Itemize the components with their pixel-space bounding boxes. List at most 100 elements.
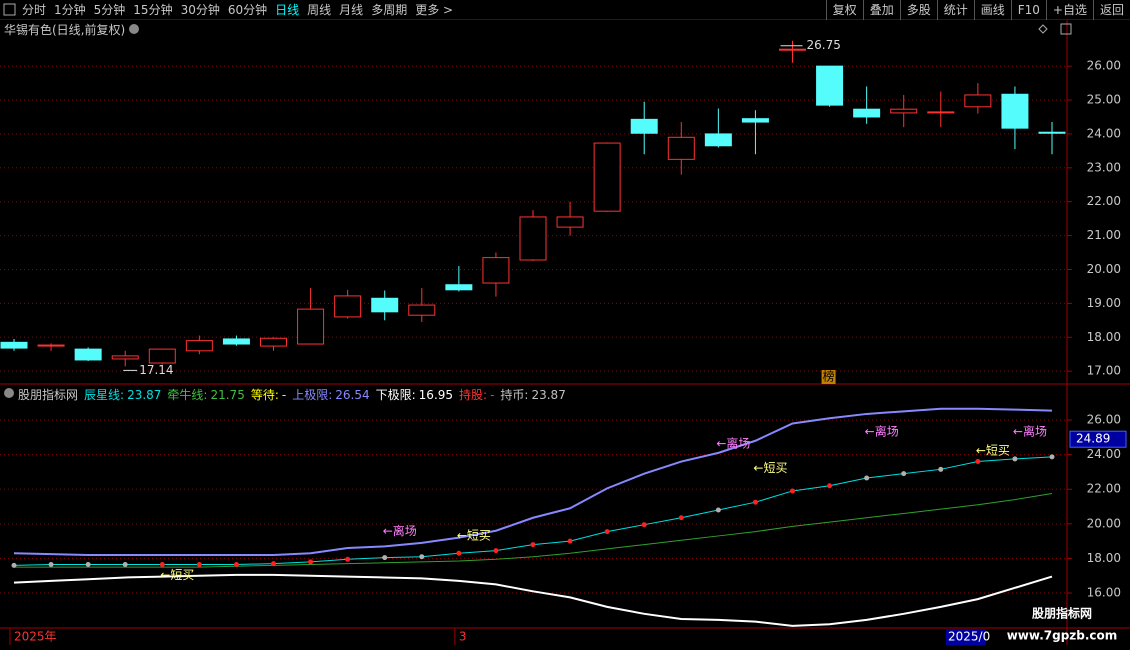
candle-body (185, 340, 213, 352)
toolbar-button[interactable]: F10 (1010, 0, 1046, 20)
candle-body (630, 118, 658, 134)
toolbar-buttons: 复权 叠加 多股 统计 画线 F10 +自选 返回 (825, 0, 1130, 20)
line-marker (122, 561, 128, 567)
line-marker (864, 475, 870, 481)
y-tick-label: 16.00 (1087, 586, 1121, 600)
annotation: ←短买 (457, 528, 491, 542)
legend-value: 16.95 (418, 388, 454, 402)
period-tab[interactable]: 5分钟 (93, 3, 126, 17)
price-header: 华锡有色(日线,前复权) (4, 21, 131, 38)
line-marker (678, 515, 684, 521)
legend-label: 下极限: (375, 388, 416, 402)
y-tick-label: 23.00 (1087, 160, 1121, 174)
annotation: ←短买 (160, 568, 194, 582)
indicator-header: 股朋指标网 辰星线: 23.87 牵牛线: 21.75 等待: - 上极限: 26.54 下极限:… (18, 386, 572, 403)
toolbar-button[interactable]: 统计 (936, 0, 974, 20)
period-tab[interactable]: 分时 (22, 3, 47, 17)
line-marker (271, 561, 276, 567)
line-marker (975, 459, 981, 465)
toolbar-button[interactable]: 返回 (1092, 0, 1130, 20)
y-tick-label: 26.00 (1087, 59, 1121, 73)
period-tab[interactable]: 30分钟 (180, 3, 220, 17)
line-marker (85, 561, 91, 567)
min-label: 17.14 (139, 363, 173, 377)
period-tab[interactable]: 月线 (339, 3, 364, 17)
period-tab[interactable]: 1分钟 (54, 3, 86, 17)
candle-body (927, 111, 955, 114)
legend-label: 持币: (500, 388, 529, 402)
y-tick-label: 18.00 (1087, 551, 1121, 565)
cursor-value-bg (1069, 430, 1127, 448)
toolbar-button[interactable]: 叠加 (862, 0, 900, 20)
x-tick-label: 3 (459, 630, 467, 644)
candle-body (779, 48, 806, 51)
candle-body (816, 65, 844, 106)
period-tab[interactable]: 周线 (307, 3, 332, 17)
toolbar: 分时 1分钟 5分钟 15分钟 30分钟 60分钟 日线 周线 月线 多周期 更多 > 复权 叠加 多股统… (0, 0, 1130, 20)
line-marker (1012, 456, 1018, 462)
candle-body (148, 348, 176, 364)
indicator-line (13, 573, 1053, 627)
y-tick-label: 17.00 (1087, 364, 1121, 378)
period-tab[interactable]: 15分钟 (133, 3, 173, 17)
y-tick-label: 26.00 (1087, 412, 1121, 426)
candle-body (741, 118, 769, 123)
badge: 榜 (823, 369, 835, 384)
candle-body (853, 108, 881, 118)
y-tick-label: 18.00 (1087, 330, 1121, 344)
y-tick-label: 24.00 (1087, 447, 1121, 461)
indicator-title: 股朋指标网 (18, 388, 79, 402)
y-tick-label: 20.00 (1087, 262, 1121, 276)
y-tick-label: 22.00 (1087, 482, 1121, 496)
candle-body (1038, 131, 1066, 134)
line-marker (901, 471, 907, 477)
legend-value: - (281, 388, 287, 402)
y-tick-label: 21.00 (1087, 228, 1121, 242)
annotation: ←离场 (383, 523, 417, 538)
period-tab[interactable]: 更多 > (415, 3, 454, 17)
cursor-date: 2025/0 (948, 630, 990, 644)
toolbar-button[interactable]: 画线 (973, 0, 1011, 20)
indicator-dropdown[interactable] (4, 388, 14, 398)
line-marker (790, 488, 795, 494)
period-tab[interactable]: 多周期 (371, 3, 408, 17)
candle-body (445, 284, 473, 291)
line-marker (641, 522, 647, 528)
toolbar-button[interactable]: 多股 (899, 0, 937, 20)
window-icon[interactable] (1060, 23, 1072, 35)
dropdown-icon[interactable] (129, 24, 139, 34)
cursor-value: 24.89 (1076, 432, 1110, 446)
badge-bg (821, 370, 836, 384)
line-marker (308, 559, 314, 565)
candle-body (408, 304, 436, 316)
stock-title: 华锡有色(日线,前复权) (4, 23, 126, 37)
max-label: 26.75 (807, 38, 841, 52)
annotation: ←短买 (976, 444, 1010, 458)
line-marker (715, 507, 721, 513)
indicator-line (13, 407, 1053, 556)
candle-body (37, 344, 65, 347)
diamond-icon[interactable] (1038, 24, 1048, 34)
line-marker (752, 499, 758, 505)
line-marker (345, 556, 351, 562)
legend-value: 23.87 (531, 388, 566, 402)
candle-body (260, 337, 287, 347)
legend-value: 23.87 (127, 388, 162, 402)
line-marker (604, 529, 610, 535)
line-marker (827, 483, 833, 489)
period-tab[interactable]: 60分钟 (227, 3, 268, 17)
annotation: ←离场 (1013, 424, 1047, 439)
menu-icon[interactable] (3, 3, 16, 16)
toolbar-button[interactable]: 复权 (825, 0, 863, 20)
toolbar-button[interactable]: +自选 (1045, 0, 1093, 20)
period-tab[interactable]: 日线 (275, 3, 300, 17)
candle-body (964, 94, 992, 108)
candle-body (334, 295, 362, 318)
line-marker (1049, 454, 1055, 460)
candle-body (556, 216, 584, 228)
candle-body (890, 108, 918, 114)
line-marker (493, 548, 499, 554)
annotation: ←离场 (865, 424, 899, 439)
candle-body (297, 308, 325, 345)
